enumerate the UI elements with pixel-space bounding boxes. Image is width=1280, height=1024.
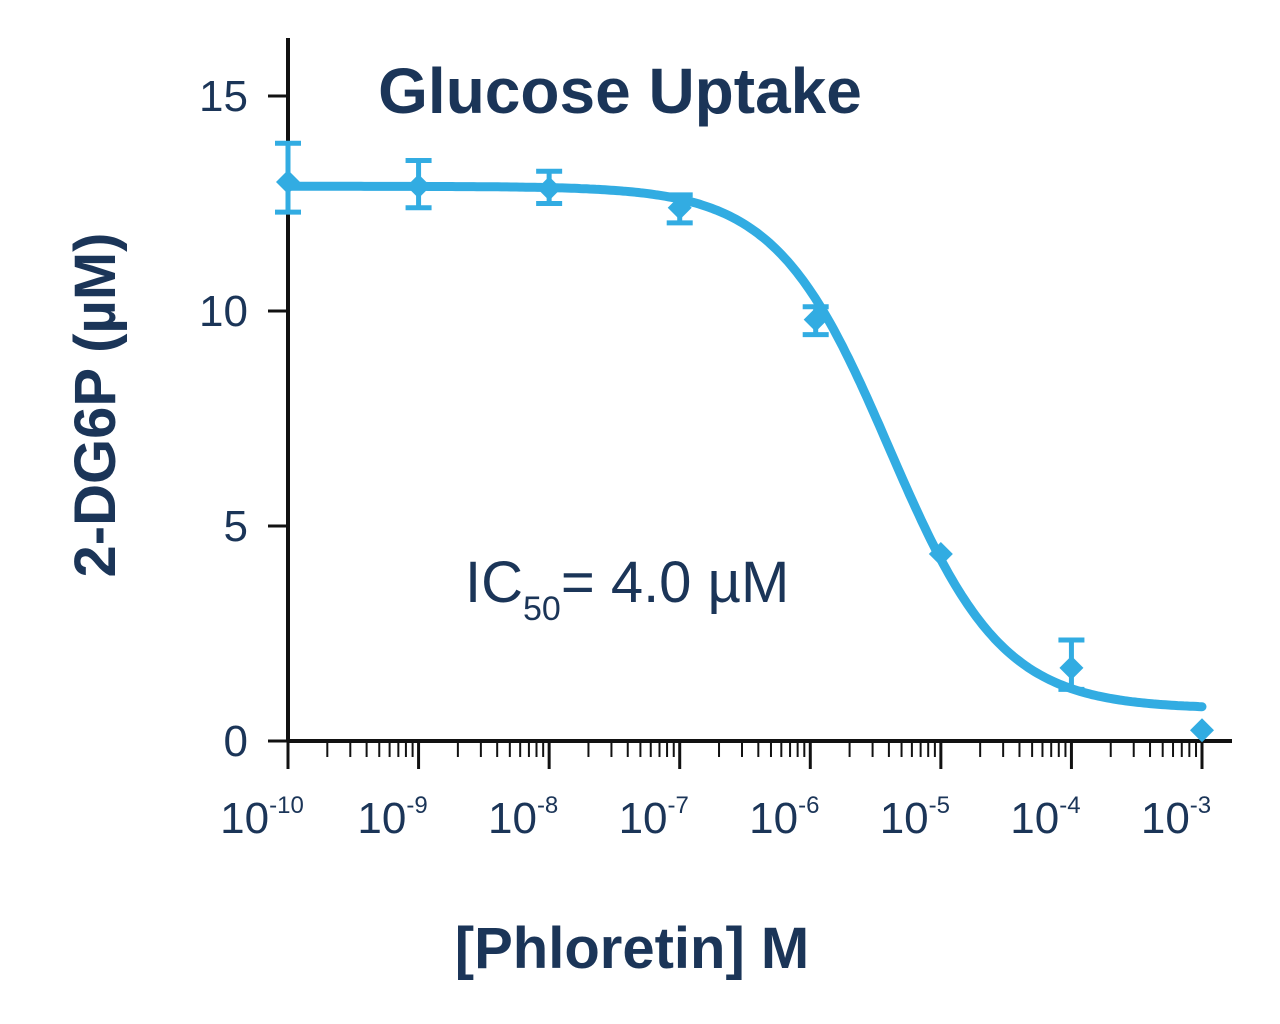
- axes: 0 5 10 15 10-10 10-9 10-8 10-7 10-6 10-5 10-4 10-3: [199, 38, 1232, 843]
- ic50-prefix: IC: [465, 550, 523, 615]
- data-point: [803, 307, 828, 332]
- x-tick-label: 10-6: [749, 792, 819, 843]
- x-tick-label: 10-8: [488, 792, 558, 843]
- ic50-subscript: 50: [523, 590, 561, 628]
- y-tick-label: 0: [224, 717, 248, 766]
- ic50-annotation: IC50= 4.0 µM: [465, 550, 789, 628]
- fit-curve: [283, 181, 1207, 712]
- x-tick-label: 10-7: [619, 792, 689, 843]
- y-tick-label: 10: [199, 287, 248, 336]
- data-point: [276, 170, 300, 194]
- x-tick-label: 10-5: [880, 792, 950, 843]
- x-tick-label: 10-4: [1010, 792, 1080, 843]
- data-points: [275, 140, 1214, 743]
- data-point: [537, 176, 562, 201]
- y-tick-label: 15: [199, 72, 248, 121]
- y-tick-label: 5: [224, 502, 248, 551]
- y-axis-title: 2-DG6P (µM): [63, 233, 128, 578]
- ic50-value: = 4.0 µM: [561, 550, 789, 615]
- data-point: [1059, 655, 1084, 680]
- data-point: [1190, 718, 1214, 743]
- x-tick-label: 10-9: [357, 792, 427, 843]
- chart-title: Glucose Uptake: [378, 55, 862, 127]
- x-tick-label: 10-10: [220, 792, 304, 843]
- data-point: [928, 541, 953, 566]
- fit-curve-group: [283, 181, 1207, 712]
- data-point: [406, 174, 431, 199]
- x-tick-label: 10-3: [1141, 792, 1211, 843]
- x-axis-title: [Phloretin] M: [455, 916, 809, 981]
- data-point: [667, 195, 692, 220]
